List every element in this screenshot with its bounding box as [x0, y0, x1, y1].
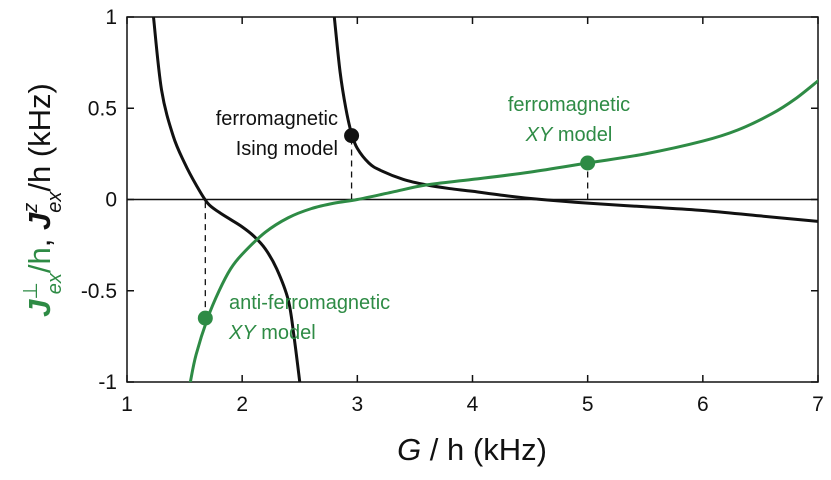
y-axis-title-green-sup: ⊥: [20, 282, 42, 299]
y-axis-title-green-sub: ex: [44, 272, 66, 294]
annotation-xy-anti-line2: XY model: [228, 322, 316, 344]
y-tick-label: 0.5: [88, 97, 117, 120]
x-tick-label: 4: [467, 393, 479, 416]
series-line-3: [188, 79, 818, 382]
annotation-xy-ferro-italic: XY: [525, 124, 554, 146]
data-point-2: [344, 128, 360, 144]
y-tick-label: 0: [105, 189, 117, 212]
annotation-xy-anti-italic: XY: [228, 322, 257, 344]
annotation-ising-line2: Ising model: [236, 138, 338, 160]
x-tick-label: 5: [582, 393, 594, 416]
annotation-xy-ferro-rest: model: [552, 124, 612, 146]
x-axis-title: G / h (kHz): [397, 432, 547, 467]
y-tick-label: 1: [105, 6, 117, 29]
annotation-xy-anti-line1: anti-ferromagnetic: [229, 292, 390, 314]
y-axis-title-green-rest: /h: [22, 247, 57, 273]
y-axis-title-comma: ,: [22, 230, 57, 247]
x-tick-label: 2: [236, 393, 248, 416]
series-line-2: [332, 17, 818, 223]
annotation-xy-ferro-line1: ferromagnetic: [508, 94, 630, 116]
x-tick-label: 6: [697, 393, 709, 416]
y-axis-title-black-J: J: [22, 212, 57, 230]
annotation-xy-anti-rest: model: [256, 322, 316, 344]
series-line-1: [151, 17, 302, 382]
y-tick-label: -1: [98, 371, 117, 394]
x-tick-label: 1: [121, 393, 133, 416]
data-point-3: [580, 155, 596, 171]
y-axis-title-black-sub: ex: [44, 191, 66, 213]
x-axis-title-italic: G: [397, 432, 421, 467]
x-tick-label: 3: [351, 393, 363, 416]
annotation-ising-line1: ferromagnetic: [216, 108, 338, 130]
y-axis-title-black-rest: /h (kHz): [22, 83, 57, 192]
x-axis-title-rest: / h (kHz): [421, 432, 547, 467]
y-axis-title: J⊥ ex/h, Jz ex/h (kHz): [20, 83, 66, 317]
y-axis-title-green-J: J: [22, 299, 57, 317]
y-tick-label: -0.5: [81, 280, 117, 303]
annotation-xy-ferro-line2: XY model: [525, 124, 613, 146]
y-axis-title-black-sup: z: [20, 203, 42, 214]
x-tick-label: 7: [812, 393, 824, 416]
data-point-1: [197, 310, 213, 326]
